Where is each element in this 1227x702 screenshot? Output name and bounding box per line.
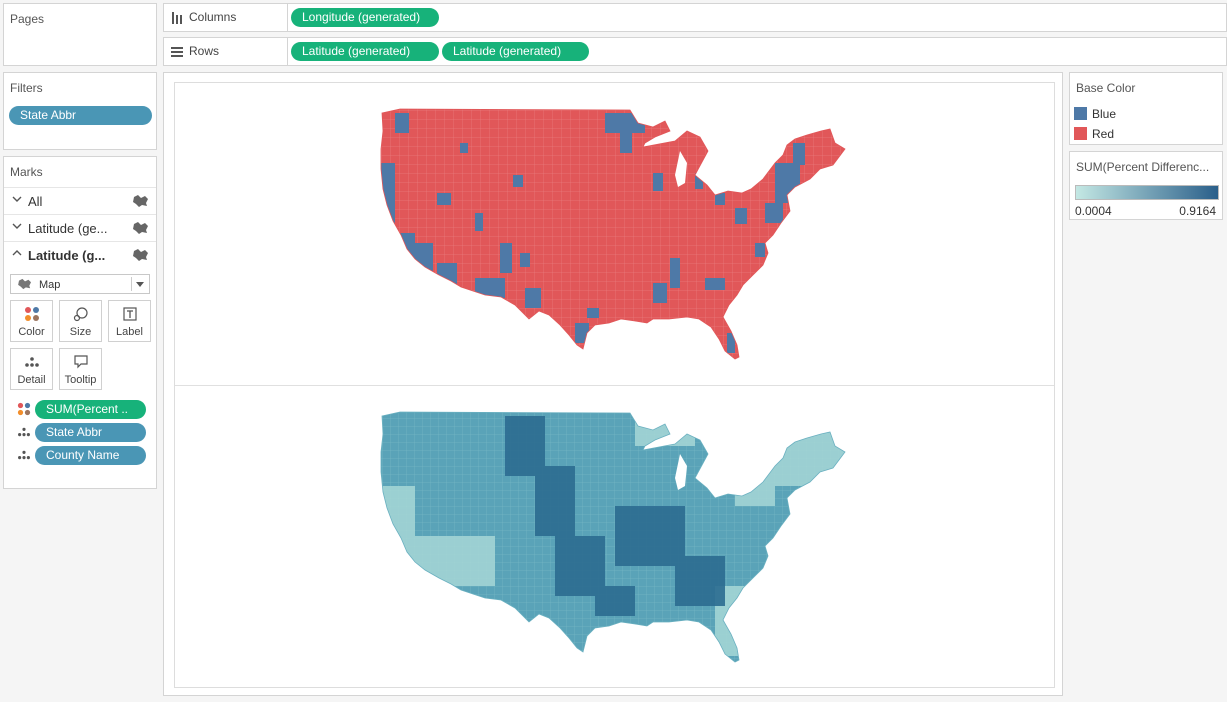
marks-field-percent[interactable]: SUM(Percent ..	[35, 400, 146, 419]
detail-button[interactable]: Detail	[10, 348, 53, 390]
marks-layer-all[interactable]: All	[4, 187, 156, 214]
us-map-percent-difference[interactable]	[175, 386, 1054, 688]
legend-min-label: 0.0004	[1075, 204, 1112, 218]
pane-divider	[175, 385, 1054, 386]
rows-shelf-label: Rows	[164, 38, 288, 65]
legend-percent-difference[interactable]: SUM(Percent Differenc... 0.0004 0.9164	[1069, 151, 1223, 220]
legend-base-color-title: Base Color	[1076, 81, 1136, 95]
columns-shelf-label: Columns	[164, 4, 288, 31]
map-icon	[133, 249, 148, 261]
dropdown-divider	[131, 277, 132, 291]
legend-swatch-red	[1074, 127, 1087, 140]
columns-shelf[interactable]: Columns Longitude (generated)	[163, 3, 1227, 32]
legend-swatch-blue	[1074, 107, 1087, 120]
filter-pill-state-abbr[interactable]: State Abbr	[9, 106, 152, 125]
detail-dots-icon	[18, 427, 30, 437]
legend-percent-title: SUM(Percent Differenc...	[1076, 160, 1210, 174]
marks-title: Marks	[10, 165, 43, 179]
map-icon	[133, 222, 148, 234]
color-dots-icon	[17, 402, 31, 416]
label-button-label: Label	[116, 326, 143, 338]
legend-base-color[interactable]: Base Color Blue Red	[1069, 72, 1223, 145]
legend-item-red[interactable]: Red	[1074, 126, 1214, 142]
label-button[interactable]: Label	[108, 300, 151, 342]
rows-pill-latitude-1[interactable]: Latitude (generated)	[291, 42, 439, 61]
rows-pill-latitude-2[interactable]: Latitude (generated)	[442, 42, 589, 61]
color-button-label: Color	[18, 326, 45, 338]
pages-title: Pages	[10, 12, 45, 26]
detail-button-label: Detail	[17, 374, 46, 386]
tooltip-button[interactable]: Tooltip	[59, 348, 102, 390]
size-icon	[73, 307, 88, 322]
chevron-up-icon	[12, 250, 22, 256]
legend-item-blue[interactable]: Blue	[1074, 106, 1214, 122]
rows-shelf[interactable]: Rows Latitude (generated) Latitude (gene…	[163, 37, 1227, 66]
marks-layer-latitude-1[interactable]: Latitude (ge...	[4, 214, 156, 241]
filters-card: Filters State Abbr	[3, 72, 157, 150]
size-button[interactable]: Size	[59, 300, 102, 342]
caret-down-icon	[136, 282, 144, 287]
legend-max-label: 0.9164	[1179, 204, 1216, 218]
size-button-label: Size	[69, 326, 92, 338]
marks-field-county-name[interactable]: County Name	[35, 446, 146, 465]
mark-type-label: Map	[39, 279, 61, 291]
mark-type-dropdown[interactable]: Map	[10, 274, 150, 294]
chevron-down-icon	[12, 196, 22, 202]
color-dots-icon	[25, 307, 39, 321]
columns-icon	[172, 12, 182, 24]
marks-layer-latitude-2[interactable]: Latitude (g...	[4, 241, 156, 268]
marks-layer-label: Latitude (ge...	[28, 221, 108, 236]
pages-card: Pages	[3, 3, 157, 66]
tooltip-icon	[74, 355, 88, 369]
rows-icon	[171, 47, 183, 57]
legend-item-label: Red	[1092, 127, 1115, 141]
legend-item-label: Blue	[1092, 107, 1117, 121]
map-icon	[18, 278, 31, 290]
columns-pill-longitude[interactable]: Longitude (generated)	[291, 8, 439, 27]
color-button[interactable]: Color	[10, 300, 53, 342]
detail-dots-icon	[18, 450, 30, 460]
marks-layer-label: Latitude (g...	[28, 248, 106, 263]
view-canvas	[163, 72, 1063, 696]
legend-gradient-bar	[1075, 185, 1219, 200]
label-icon	[123, 307, 137, 321]
marks-field-state-abbr[interactable]: State Abbr	[35, 423, 146, 442]
map-icon	[133, 195, 148, 207]
map-pane	[174, 82, 1055, 688]
detail-dots-icon	[25, 357, 39, 367]
marks-card: Marks All Latitude (ge... Latitude (g...…	[3, 156, 157, 489]
chevron-down-icon	[12, 223, 22, 229]
marks-layer-label: All	[28, 194, 43, 209]
us-map-base-color[interactable]	[175, 83, 1054, 385]
tooltip-button-label: Tooltip	[64, 374, 97, 386]
filters-title: Filters	[10, 81, 43, 95]
